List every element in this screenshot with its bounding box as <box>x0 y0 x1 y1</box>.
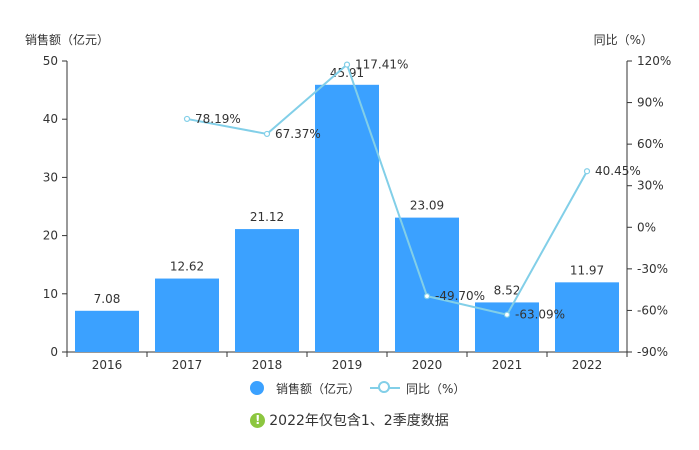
yoy-point <box>263 130 271 138</box>
left-tick-label: 40 <box>43 112 58 126</box>
x-tick-label: 2018 <box>252 358 283 372</box>
right-tick-label: 30% <box>637 179 664 193</box>
left-tick-label: 20 <box>43 229 58 243</box>
legend-item-yoy[interactable]: 同比（%） <box>370 376 465 400</box>
x-tick-label: 2016 <box>92 358 123 372</box>
bar <box>315 84 379 352</box>
right-axis-title: 同比（%） <box>594 33 653 47</box>
right-tick-label: 0% <box>637 220 656 234</box>
bar <box>235 229 299 352</box>
left-tick-label: 50 <box>43 54 58 68</box>
right-tick-label: 90% <box>637 96 664 110</box>
bar <box>395 217 459 352</box>
bar-value-label: 7.08 <box>94 292 121 306</box>
footnote: ! 2022年仅包含1、2季度数据 <box>0 410 699 430</box>
yoy-point <box>343 61 351 68</box>
combo-chart: 销售额（亿元） 同比（%） 0 10 20 30 40 50 -90% -60% -30% 0% 30%… <box>25 32 671 372</box>
yoy-line <box>186 62 588 316</box>
bar-value-label: 11.97 <box>570 263 604 277</box>
x-tick-label: 2020 <box>412 358 443 372</box>
yoy-point <box>503 311 511 318</box>
yoy-value-label: -49.70% <box>435 289 485 303</box>
right-tick-label: -60% <box>637 303 668 317</box>
yoy-point <box>423 293 431 300</box>
bar-value-label: 21.12 <box>250 210 284 224</box>
bar <box>555 282 619 352</box>
left-tick-label: 10 <box>43 287 58 301</box>
legend-bar-marker <box>250 381 264 395</box>
yoy-value-label: 78.19% <box>195 112 241 126</box>
yoy-value-label: 40.45% <box>595 164 641 178</box>
right-tick-label: -30% <box>637 262 668 276</box>
yoy-value-label: 117.41% <box>355 58 408 72</box>
left-axis-title: 销售额（亿元） <box>25 32 109 47</box>
bar-value-label: 23.09 <box>410 199 444 213</box>
legend: 销售额（亿元） 同比（%） <box>0 376 699 400</box>
bar <box>155 278 219 352</box>
x-tick-label: 2021 <box>492 358 523 372</box>
left-tick-label: 30 <box>43 170 58 184</box>
yoy-point <box>183 115 191 123</box>
legend-label-sales: 销售额（亿元） <box>276 381 361 396</box>
right-tick-label: -90% <box>637 345 668 359</box>
bar-value-label: 45.91 <box>330 66 364 80</box>
footnote-text: 2022年仅包含1、2季度数据 <box>269 413 449 429</box>
yoy-value-label: 67.37% <box>275 127 321 141</box>
right-tick-label: 120% <box>637 54 671 68</box>
legend-item-sales[interactable]: 销售额（亿元） <box>250 376 360 400</box>
x-tick-label: 2017 <box>172 358 203 372</box>
bar-value-label: 8.52 <box>494 283 521 297</box>
exclamation-icon: ! <box>250 412 266 428</box>
bar <box>75 310 139 352</box>
bar-value-label: 12.62 <box>170 260 204 274</box>
x-tick-label: 2022 <box>572 358 603 372</box>
x-tick-label: 2019 <box>332 358 363 372</box>
legend-label-yoy: 同比（%） <box>406 381 466 396</box>
yoy-point <box>583 168 591 175</box>
legend-line-marker <box>370 381 400 395</box>
yoy-value-label: -63.09% <box>515 308 565 322</box>
right-tick-label: 60% <box>637 137 664 151</box>
left-tick-label: 0 <box>50 345 58 359</box>
